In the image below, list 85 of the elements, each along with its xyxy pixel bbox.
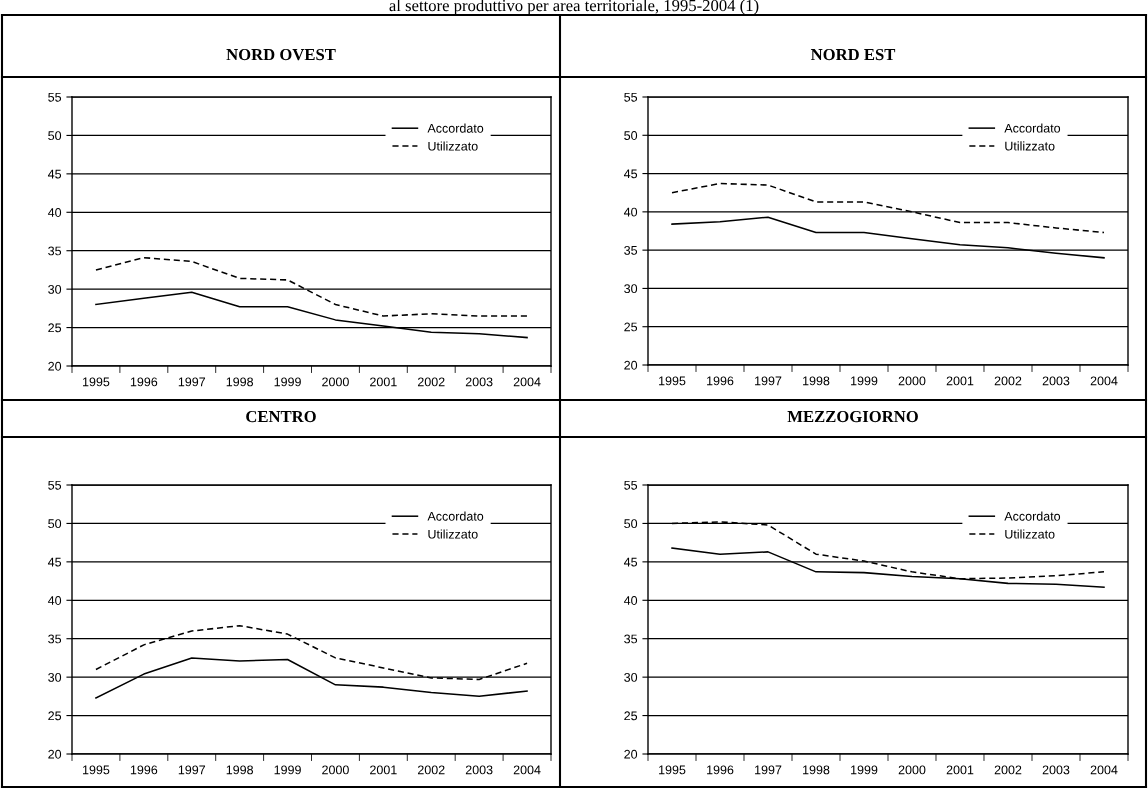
chart-title: CENTRO	[246, 410, 316, 423]
x-tick-label: 1996	[130, 765, 158, 775]
y-tick-label: 30	[48, 672, 62, 682]
x-tick-label: 1995	[659, 765, 686, 775]
x-tick-label: 1995	[659, 376, 686, 386]
x-tick-label: 1997	[755, 376, 782, 386]
y-tick-label: 40	[47, 208, 62, 217]
x-tick-label: 1998	[803, 376, 830, 386]
y-tick-label: 50	[48, 519, 62, 529]
y-tick-label: 55	[624, 92, 638, 102]
legend-label: Utilizzato	[1005, 141, 1055, 151]
x-tick-label: 1998	[226, 765, 254, 775]
y-tick-label: 55	[48, 480, 62, 490]
y-tick-label: 35	[48, 634, 62, 644]
x-tick-label: 1995	[83, 765, 110, 775]
x-tick-label: 1998	[226, 377, 254, 387]
y-tick-label: 25	[624, 322, 638, 332]
legend-label: Utilizzato	[428, 141, 478, 151]
x-tick-label: 2003	[1042, 765, 1070, 775]
y-tick-label: 30	[624, 284, 638, 294]
chart-title: NORD OVEST	[226, 48, 336, 61]
y-tick-label: 50	[48, 131, 62, 141]
y-tick-label: 20	[624, 360, 638, 370]
x-tick-label: 2001	[370, 765, 397, 775]
text: al settore produttivo per area territoriale, 1995-2004 (1)	[389, 0, 759, 15]
x-tick-label: 2002	[417, 765, 445, 775]
x-tick-label: 2001	[946, 765, 974, 775]
y-tick-label: 30	[624, 672, 638, 682]
x-tick-label: 2004	[1090, 376, 1118, 386]
x-tick-label: 1999	[851, 765, 878, 775]
y-tick-label: 25	[48, 711, 62, 721]
x-tick-label: 2000	[898, 765, 926, 775]
legend-label: Accordato	[1004, 511, 1061, 521]
x-tick-label: 1996	[707, 765, 734, 775]
legend-label: Accordato	[1004, 123, 1061, 133]
y-tick-label: 40	[623, 207, 638, 217]
x-tick-label: 1999	[851, 376, 878, 386]
y-tick-label: 20	[624, 749, 638, 759]
x-tick-label: 2002	[994, 765, 1022, 775]
y-tick-label: 45	[623, 557, 638, 567]
legend-label: Utilizzato	[1005, 529, 1055, 539]
x-tick-label: 2001	[946, 376, 974, 386]
x-tick-label: 2000	[322, 765, 349, 775]
legend-label: Accordato	[427, 123, 484, 133]
x-tick-label: 1999	[274, 765, 301, 775]
chart-title: MEZZOGIORNO	[787, 410, 918, 423]
x-tick-label: 1997	[755, 765, 782, 775]
y-tick-label: 55	[624, 480, 638, 490]
y-tick-label: 35	[624, 245, 638, 255]
x-tick-label: 2003	[465, 765, 493, 775]
y-tick-label: 50	[624, 519, 638, 529]
x-tick-label: 2001	[370, 377, 397, 387]
x-tick-label: 1997	[178, 765, 206, 775]
x-tick-label: 2003	[465, 377, 493, 387]
x-tick-label: 1999	[274, 377, 301, 387]
y-tick-label: 20	[48, 361, 62, 371]
x-tick-label: 2000	[898, 376, 926, 386]
y-tick-label: 35	[624, 634, 638, 644]
legend-label: Utilizzato	[428, 529, 478, 539]
x-tick-label: 2002	[417, 377, 445, 387]
y-tick-label: 50	[624, 131, 638, 140]
x-tick-label: 1996	[707, 376, 734, 386]
y-tick-label: 45	[47, 169, 62, 179]
y-tick-label: 35	[48, 246, 62, 256]
x-tick-label: 1996	[130, 377, 158, 387]
x-tick-label: 1995	[83, 377, 110, 387]
x-tick-label: 2000	[322, 377, 349, 387]
y-tick-label: 40	[47, 596, 62, 605]
y-tick-label: 45	[47, 557, 62, 567]
y-tick-label: 20	[48, 749, 62, 759]
y-tick-label: 45	[623, 169, 638, 179]
y-tick-label: 25	[48, 323, 62, 333]
x-tick-label: 2002	[994, 376, 1022, 386]
x-tick-label: 2004	[513, 377, 541, 387]
x-tick-label: 2004	[1090, 765, 1118, 775]
y-tick-label: 55	[48, 92, 62, 102]
chart-title: NORD EST	[810, 48, 896, 61]
legend-label: Accordato	[427, 511, 484, 521]
y-tick-label: 40	[623, 596, 638, 605]
x-tick-label: 2004	[513, 765, 541, 775]
y-tick-label: 30	[48, 284, 62, 294]
x-tick-label: 1998	[803, 765, 830, 775]
x-tick-label: 1997	[178, 377, 206, 387]
y-tick-label: 25	[624, 711, 638, 721]
x-tick-label: 2003	[1042, 376, 1070, 386]
